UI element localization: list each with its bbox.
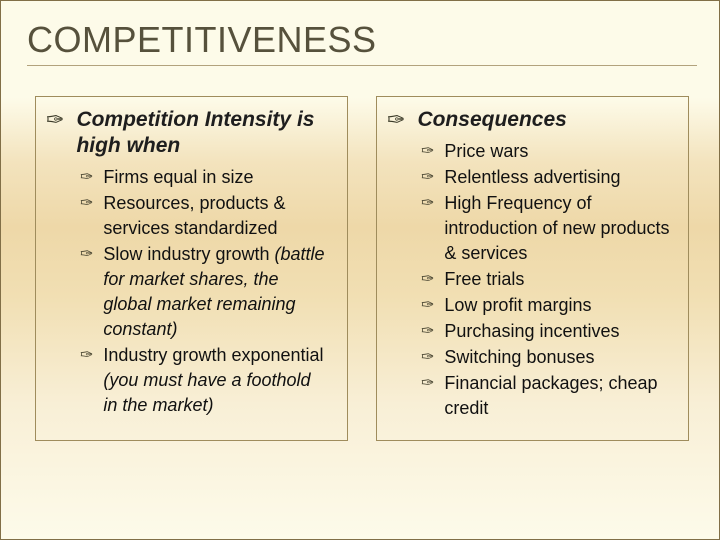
- left-list: ✑ Firms equal in size ✑ Resources, products…: [80, 165, 329, 418]
- right-list: ✑ Price wars ✑ Relentless advertising ✑ High …: [421, 139, 670, 421]
- left-heading: Competition Intensity is high when: [76, 107, 329, 159]
- list-item: ✑ Switching bonuses: [421, 345, 670, 370]
- pen-icon: ✑: [421, 345, 434, 370]
- list-item: ✑ Financial packages; cheap credit: [421, 371, 670, 421]
- list-item: ✑ Relentless advertising: [421, 165, 670, 190]
- pen-icon: ✑: [421, 319, 434, 344]
- list-item: ✑ Low profit margins: [421, 293, 670, 318]
- list-item-text: High Frequency of introduction of new pr…: [444, 191, 670, 266]
- pen-icon: ✑: [421, 165, 434, 190]
- slide-title: COMPETITIVENESS: [27, 19, 697, 61]
- list-item: ✑ Price wars: [421, 139, 670, 164]
- pen-icon: ✑: [46, 107, 64, 133]
- list-item: ✑ Resources, products & services standard…: [80, 191, 329, 241]
- pen-icon: ✑: [80, 242, 93, 267]
- list-item: ✑ Free trials: [421, 267, 670, 292]
- pen-icon: ✑: [80, 343, 93, 368]
- list-item-text: Industry growth exponential (you must ha…: [103, 343, 329, 418]
- list-item: ✑ Industry growth exponential (you must h…: [80, 343, 329, 418]
- list-item-text: Slow industry growth (battle for market …: [103, 242, 329, 342]
- right-column: ✑ Consequences ✑ Price wars ✑ Relentless ad…: [376, 96, 689, 441]
- slide: COMPETITIVENESS ✑ Competition Intensity …: [0, 0, 720, 540]
- pen-icon: ✑: [421, 371, 434, 396]
- list-item: ✑ Purchasing incentives: [421, 319, 670, 344]
- title-rule: [27, 65, 697, 66]
- pen-icon: ✑: [421, 191, 434, 216]
- left-column: ✑ Competition Intensity is high when ✑ Fi…: [35, 96, 348, 441]
- list-item-text: Financial packages; cheap credit: [444, 371, 670, 421]
- left-heading-row: ✑ Competition Intensity is high when: [46, 107, 329, 159]
- list-item-text: Switching bonuses: [444, 345, 594, 370]
- list-item-text: Price wars: [444, 139, 528, 164]
- list-item: ✑ Slow industry growth (battle for market…: [80, 242, 329, 342]
- pen-icon: ✑: [80, 191, 93, 216]
- pen-icon: ✑: [421, 293, 434, 318]
- right-heading-row: ✑ Consequences: [387, 107, 670, 133]
- pen-icon: ✑: [421, 139, 434, 164]
- list-item: ✑ Firms equal in size: [80, 165, 329, 190]
- list-item-text: Firms equal in size: [103, 165, 253, 190]
- right-heading: Consequences: [417, 107, 566, 133]
- list-item-text: Resources, products & services standardi…: [103, 191, 329, 241]
- columns-container: ✑ Competition Intensity is high when ✑ Fi…: [27, 96, 697, 441]
- list-item: ✑ High Frequency of introduction of new p…: [421, 191, 670, 266]
- pen-icon: ✑: [387, 107, 405, 133]
- pen-icon: ✑: [421, 267, 434, 292]
- list-item-text: Free trials: [444, 267, 524, 292]
- pen-icon: ✑: [80, 165, 93, 190]
- list-item-text: Relentless advertising: [444, 165, 620, 190]
- list-item-text: Purchasing incentives: [444, 319, 619, 344]
- list-item-text: Low profit margins: [444, 293, 591, 318]
